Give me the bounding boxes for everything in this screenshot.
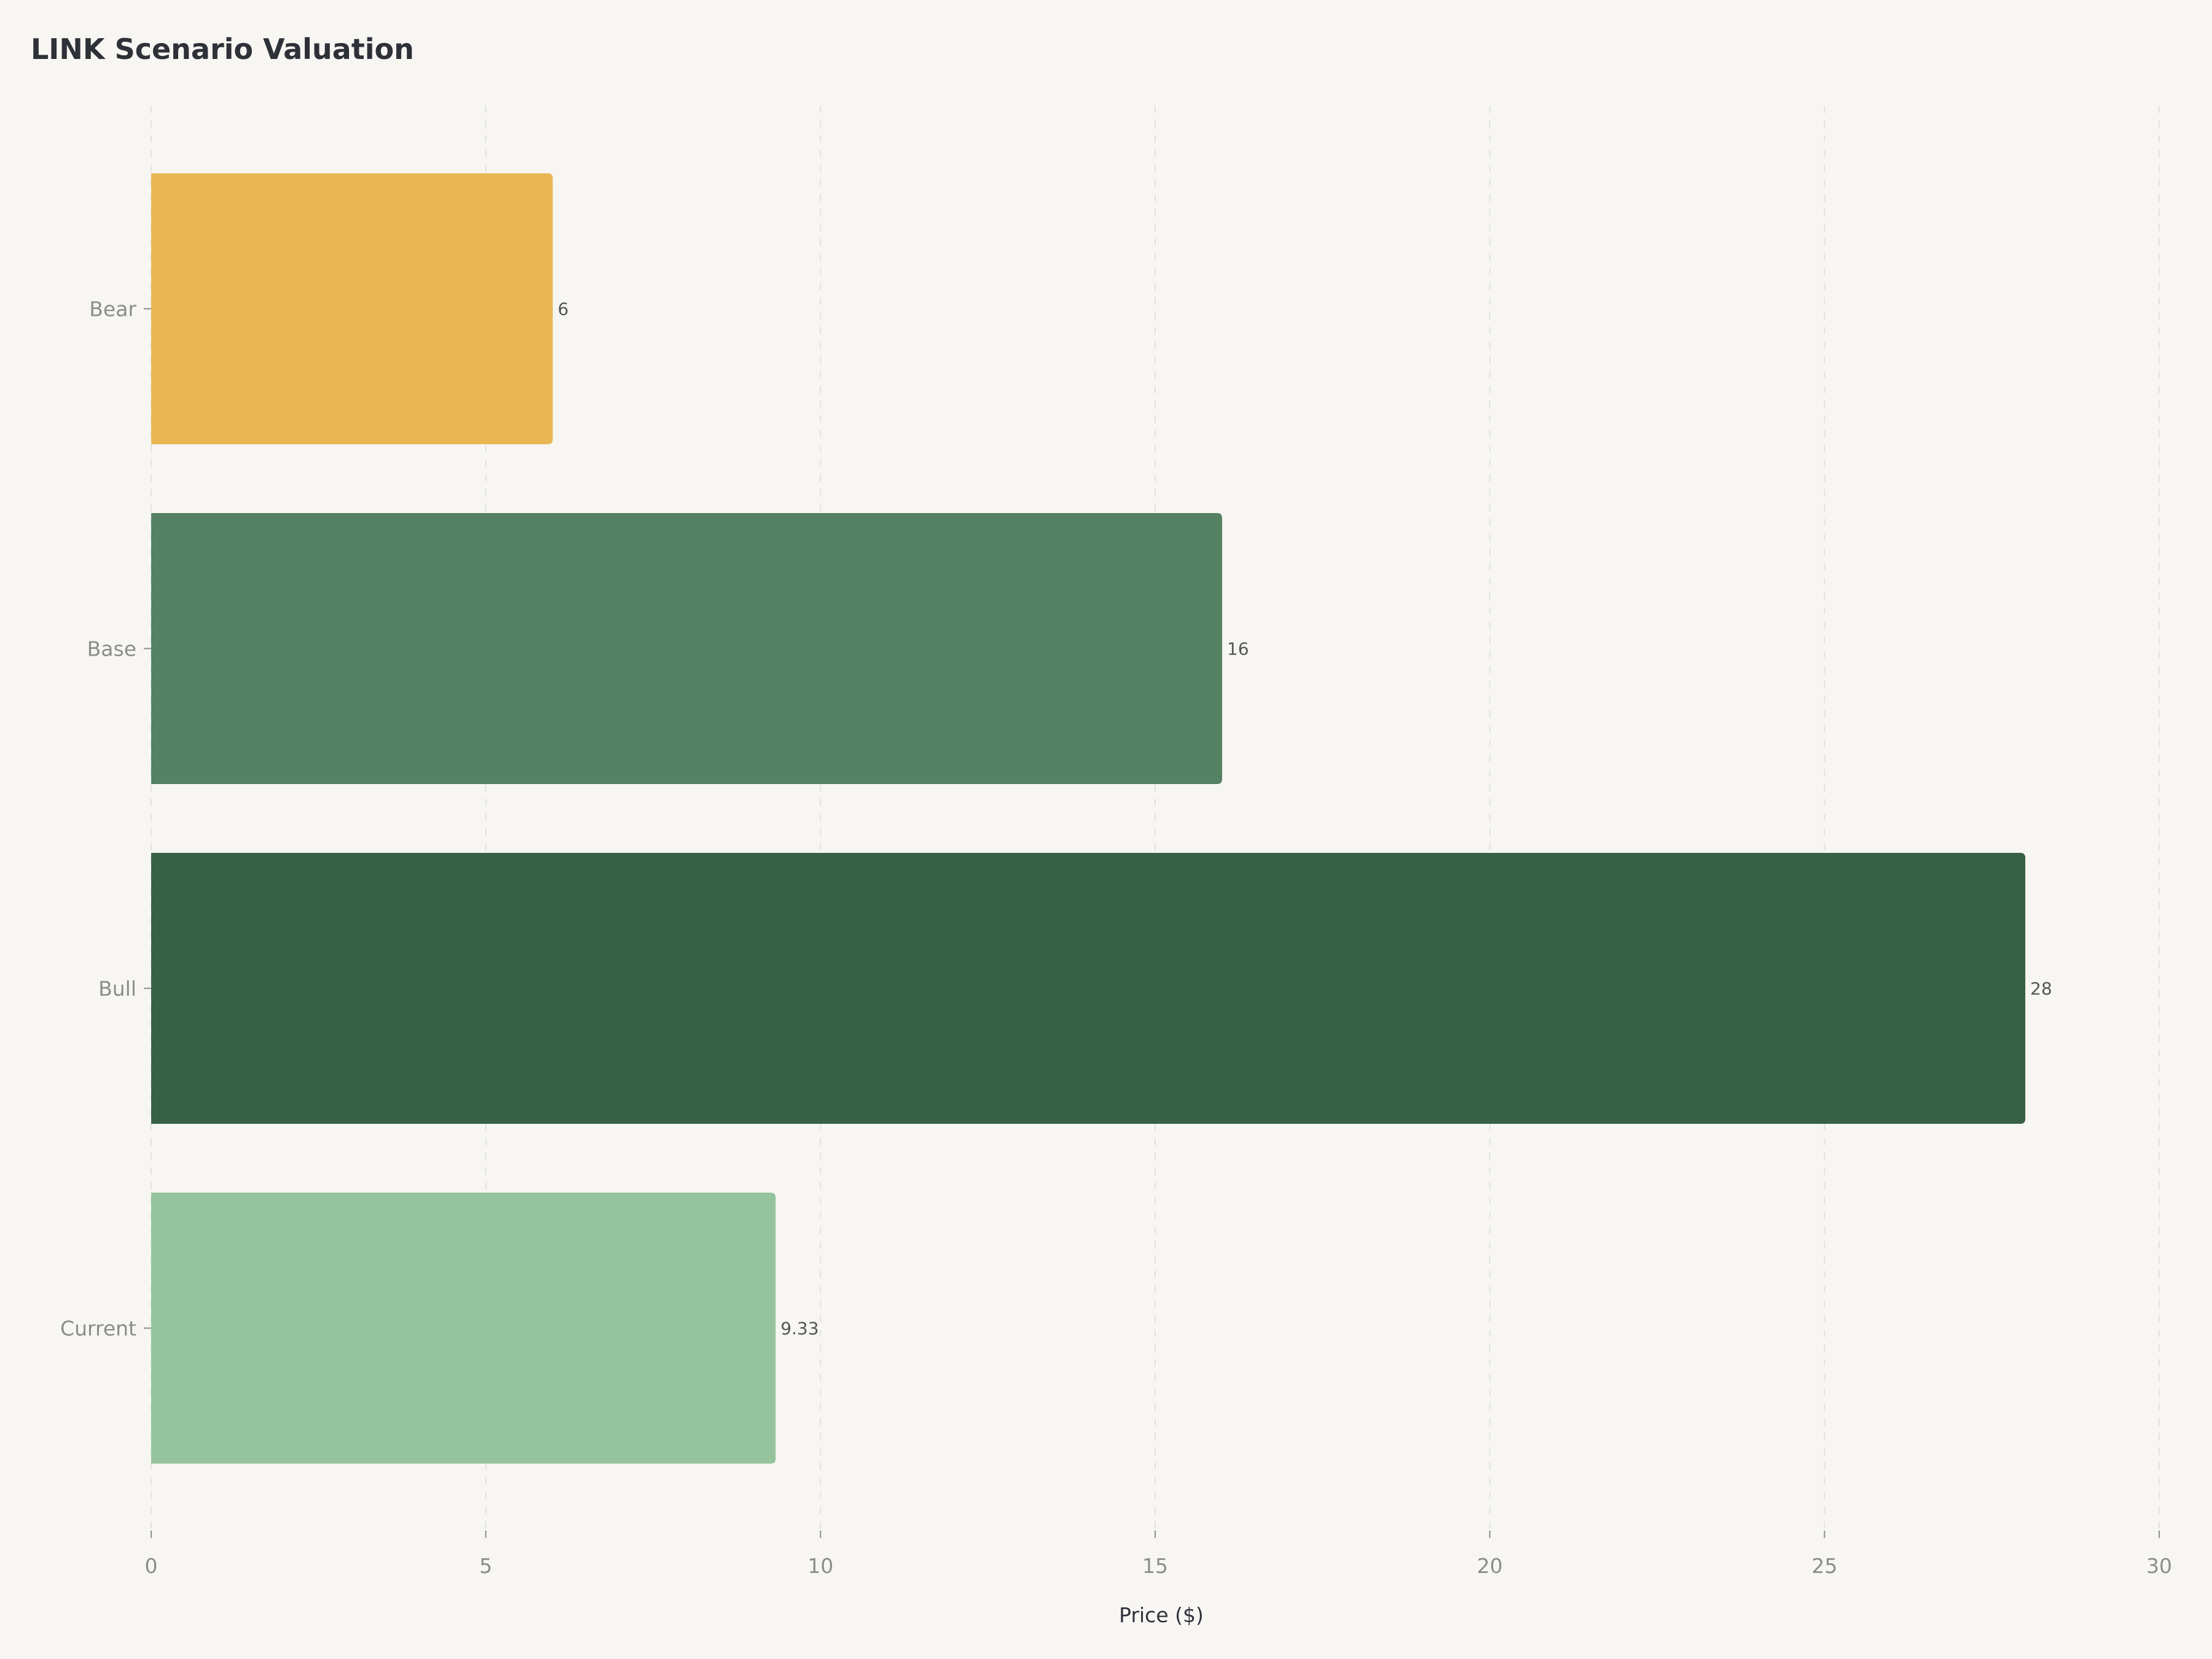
x-tick-label: 10 [807,1554,833,1578]
x-tick-label: 30 [2146,1554,2172,1578]
x-tick-label: 25 [1811,1554,1837,1578]
value-label: 16 [1227,639,1249,659]
x-tick-label: 15 [1142,1554,1168,1578]
y-tick-label: Current [60,1317,136,1341]
bars: 6 16 28 9.33 [151,173,2052,1464]
y-tick-label: Bear [89,297,136,321]
x-tick-label: 0 [145,1554,158,1578]
value-label: 28 [2030,979,2052,999]
bar-bear [151,173,553,444]
value-label: 6 [558,299,569,320]
x-tick-label: 20 [1477,1554,1503,1578]
y-tick-label: Base [87,637,136,661]
y-tick-label: Bull [98,977,136,1001]
y-axis: Bear Base Bull Current [60,297,151,1341]
x-tick-label: 5 [479,1554,492,1578]
value-label: 9.33 [780,1319,818,1339]
x-axis-label: Price ($) [1119,1603,1204,1627]
bar-current [151,1193,776,1464]
bar-bull [151,853,2026,1124]
x-axis: 0 5 10 15 20 25 30 [145,1531,2172,1578]
chart-title: LINK Scenario Valuation [31,33,414,66]
bar-base [151,513,1222,784]
